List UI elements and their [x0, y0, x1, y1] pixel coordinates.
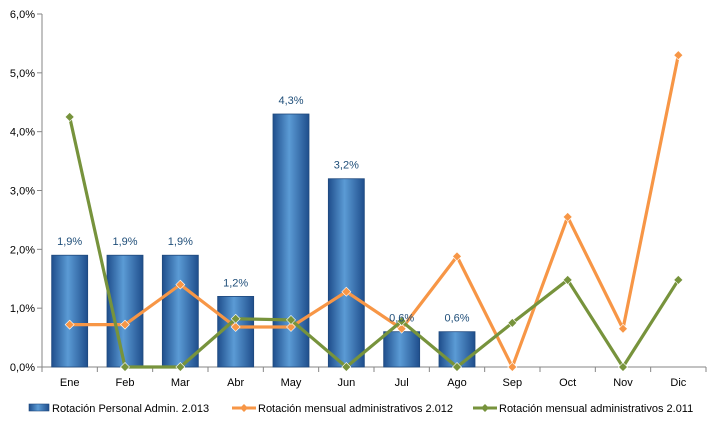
- marker-2012: [618, 323, 628, 334]
- x-tick-label: Nov: [613, 377, 633, 389]
- line-2011: [68, 116, 680, 369]
- marker-2011: [341, 362, 352, 372]
- axes: 0,0% 1,0% 2,0% 3,0% 4,0% 5,0% 6,0% Ene Feb Mar Abr…: [10, 9, 707, 389]
- bar: [161, 254, 199, 368]
- x-tick-label: Feb: [116, 377, 135, 389]
- marker-2011: [562, 275, 573, 285]
- y-tick-label: 1,0%: [10, 303, 35, 315]
- x-tick-label: Abr: [227, 377, 244, 389]
- legend-marker-2012: [240, 404, 248, 412]
- y-tick-label: 6,0%: [10, 9, 35, 21]
- marker-2012: [120, 319, 130, 330]
- y-tick-label: 2,0%: [10, 244, 35, 256]
- marker-2011: [618, 362, 628, 372]
- marker-2012: [286, 322, 296, 332]
- bar-data-label: 1,9%: [168, 236, 193, 248]
- bar: [51, 254, 89, 368]
- legend: Rotación Personal Admin. 2.013 Rotación m…: [28, 403, 693, 415]
- legend-label-bar: Rotación Personal Admin. 2.013: [52, 403, 209, 415]
- marker-2011: [673, 275, 684, 285]
- bar-data-label: 1,9%: [112, 236, 137, 248]
- bar-data-label: 0,6%: [389, 313, 414, 325]
- bar-data-label: 1,9%: [57, 236, 82, 248]
- y-tick-label: 4,0%: [10, 127, 35, 139]
- marker-2011: [120, 362, 130, 372]
- bar: [383, 331, 421, 368]
- marker-2011: [64, 112, 75, 122]
- x-tick-label: Sep: [503, 377, 523, 389]
- bar-data-label: 3,2%: [334, 160, 359, 172]
- marker-2012: [507, 362, 518, 372]
- legend-swatch-bar: [28, 403, 50, 412]
- bar-data-label: 1,2%: [223, 277, 248, 289]
- marker-2012: [396, 323, 407, 334]
- marker-2012: [562, 212, 573, 222]
- marker-2011: [175, 362, 186, 372]
- marker-2012: [175, 279, 186, 290]
- marker-2011: [286, 315, 296, 325]
- y-tick-label: 3,0%: [10, 186, 35, 198]
- marker-2011: [396, 316, 407, 327]
- bar-series: [51, 113, 476, 368]
- legend-marker-2011: [481, 404, 489, 412]
- x-tick-label: May: [281, 377, 302, 389]
- x-tick-label: Oct: [559, 377, 576, 389]
- marker-2011: [230, 313, 241, 324]
- x-tick-label: Dic: [670, 377, 686, 389]
- line-2012: [69, 54, 680, 369]
- x-tick-label: Jul: [395, 377, 409, 389]
- x-tick-label: Ago: [447, 377, 467, 389]
- bar: [327, 178, 365, 368]
- legend-label-2011: Rotación mensual administrativos 2.011: [499, 403, 693, 415]
- marker-2012: [230, 322, 241, 332]
- y-tick-label: 0,0%: [10, 362, 35, 374]
- marker-2012: [64, 319, 75, 330]
- y-tick-label: 5,0%: [10, 68, 35, 80]
- marker-2012: [452, 251, 462, 262]
- line-series: [64, 50, 684, 372]
- marker-2011: [507, 317, 518, 328]
- x-tick-label: Ene: [60, 377, 80, 389]
- marker-2011: [452, 362, 462, 372]
- marker-2012: [673, 50, 684, 61]
- bar: [438, 331, 476, 368]
- bar-data-label: 0,6%: [444, 313, 469, 325]
- bar-data-label: 4,3%: [278, 95, 303, 107]
- x-tick-label: Mar: [171, 377, 190, 389]
- marker-2012: [341, 286, 352, 297]
- data-labels: 1,9% 1,9% 1,9% 1,2% 4,3% 3,2% 0,6% 0,6%: [57, 95, 470, 325]
- x-tick-label: Jun: [337, 377, 355, 389]
- legend-label-2012: Rotación mensual administrativos 2.012: [258, 403, 453, 415]
